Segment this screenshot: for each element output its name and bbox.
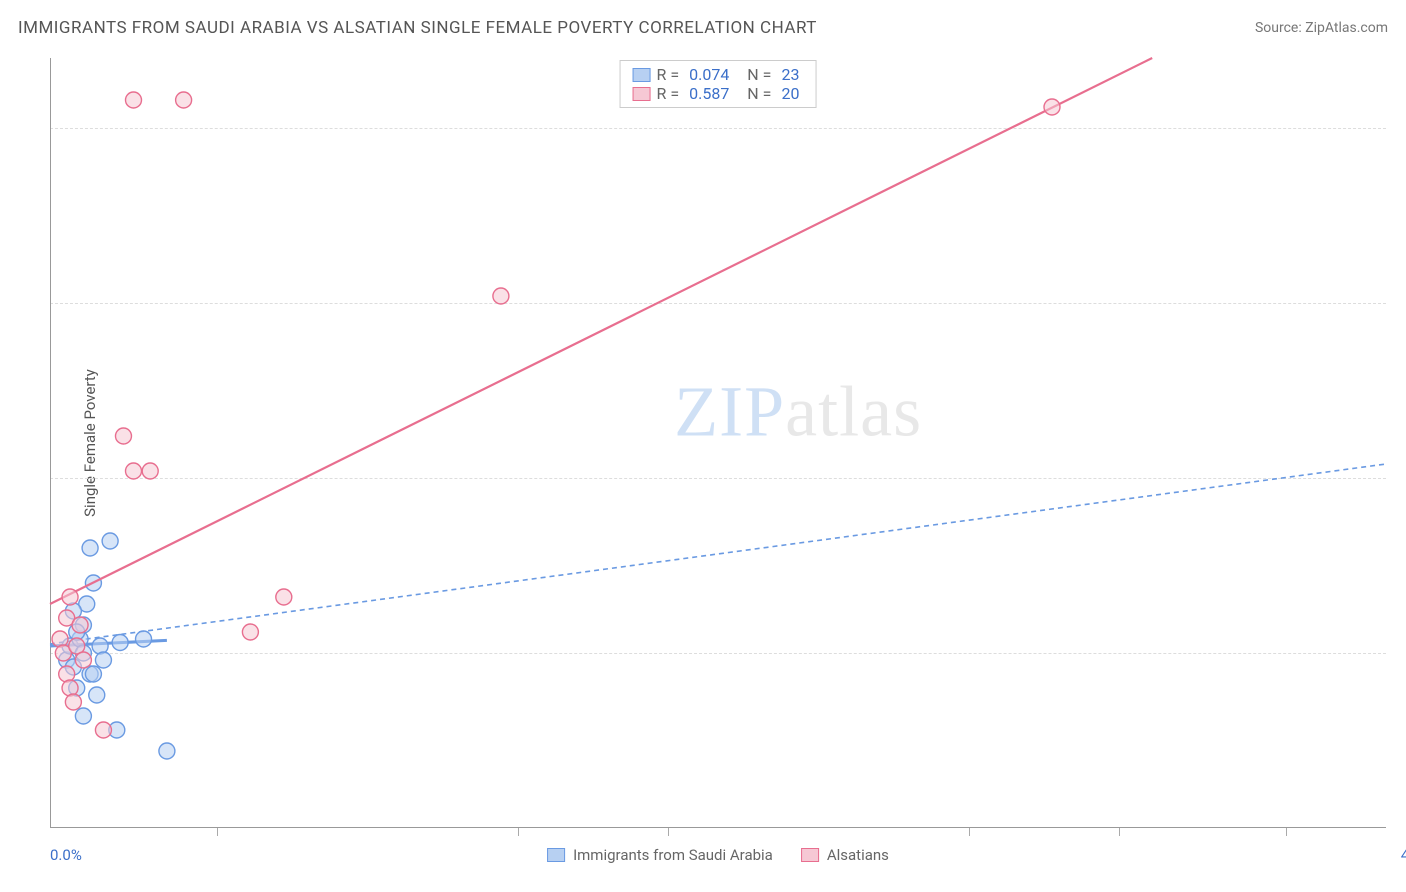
data-point <box>85 666 101 682</box>
y-tick-label: 75.0% <box>1396 294 1406 312</box>
data-point <box>62 589 78 605</box>
data-point <box>142 463 158 479</box>
data-point <box>72 617 88 633</box>
swatch-series1-icon <box>547 848 565 862</box>
n-value-series2: 20 <box>781 84 799 103</box>
x-tick <box>1119 828 1120 836</box>
swatch-series1 <box>633 68 651 82</box>
x-tick <box>518 828 519 836</box>
legend-label-series1: Immigrants from Saudi Arabia <box>573 846 773 864</box>
r-label: R = <box>657 84 680 103</box>
x-axis-max-label: 40.0% <box>1401 846 1406 864</box>
swatch-series2 <box>633 87 651 101</box>
x-tick <box>668 828 669 836</box>
data-point <box>102 533 118 549</box>
legend-row-series2: R = 0.587 N = 20 <box>633 84 804 103</box>
trend-line-0 <box>50 464 1386 644</box>
data-point <box>176 92 192 108</box>
data-point <box>276 589 292 605</box>
y-tick-label: 50.0% <box>1396 469 1406 487</box>
data-point <box>493 288 509 304</box>
legend-item-series2: Alsatians <box>801 846 889 864</box>
data-point <box>82 540 98 556</box>
legend-item-series1: Immigrants from Saudi Arabia <box>547 846 773 864</box>
data-point <box>1044 99 1060 115</box>
legend-label-series2: Alsatians <box>827 846 889 864</box>
x-tick <box>969 828 970 836</box>
n-label: N = <box>739 84 771 103</box>
data-point <box>89 687 105 703</box>
data-point <box>75 652 91 668</box>
source-label: Source: ZipAtlas.com <box>1255 20 1388 36</box>
data-point <box>95 722 111 738</box>
data-point <box>95 652 111 668</box>
r-label: R = <box>657 65 680 84</box>
r-value-series2: 0.587 <box>689 84 729 103</box>
x-tick <box>217 828 218 836</box>
y-tick-label: 25.0% <box>1396 644 1406 662</box>
x-tick <box>1286 828 1287 836</box>
title-bar: IMMIGRANTS FROM SAUDI ARABIA VS ALSATIAN… <box>18 18 1388 38</box>
series-legend: Immigrants from Saudi Arabia Alsatians <box>547 846 889 864</box>
data-point <box>136 631 152 647</box>
scatter-svg <box>50 58 1386 828</box>
n-label: N = <box>739 65 771 84</box>
data-point <box>65 694 81 710</box>
trend-line-1 <box>50 58 1152 604</box>
data-point <box>159 743 175 759</box>
data-point <box>126 92 142 108</box>
plot-area: ZIPatlas Single Female Poverty 25.0%50.0… <box>50 58 1386 828</box>
data-point <box>112 635 128 651</box>
data-point <box>75 708 91 724</box>
data-point <box>242 624 258 640</box>
data-point <box>126 463 142 479</box>
chart-title: IMMIGRANTS FROM SAUDI ARABIA VS ALSATIAN… <box>18 18 817 38</box>
data-point <box>115 428 131 444</box>
n-value-series1: 23 <box>781 65 799 84</box>
x-axis-min-label: 0.0% <box>50 846 82 864</box>
legend-row-series1: R = 0.074 N = 23 <box>633 65 804 84</box>
y-tick-label: 100.0% <box>1396 119 1406 137</box>
swatch-series2-icon <box>801 848 819 862</box>
r-value-series1: 0.074 <box>689 65 729 84</box>
correlation-legend: R = 0.074 N = 23 R = 0.587 N = 20 <box>620 60 817 108</box>
